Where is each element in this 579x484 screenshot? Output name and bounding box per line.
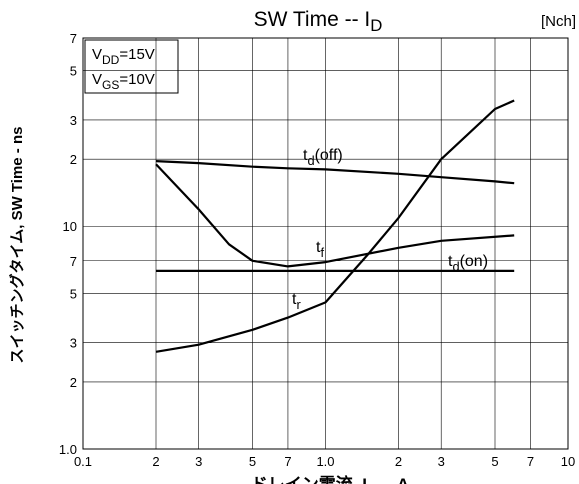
series-line <box>155 160 515 185</box>
x-tick-label: 5 <box>249 454 256 469</box>
y-tick-label: 5 <box>70 64 77 79</box>
series-label-rest: (on) <box>460 253 488 270</box>
condition-box <box>84 39 179 94</box>
y-tick-label: 10 <box>63 219 77 234</box>
x-axis-label-rest: -- A <box>377 475 409 484</box>
x-tick-label: 1.0 <box>316 454 334 469</box>
series-label: tf <box>316 239 324 260</box>
series-label-main: t <box>448 253 453 270</box>
series-label: td(off) <box>303 147 343 168</box>
series-label-sub: f <box>320 245 324 260</box>
y-tick-label: 3 <box>70 113 77 128</box>
series-label-sub: d <box>307 153 314 168</box>
condition-main: V <box>92 46 102 63</box>
chart-title-sub: D <box>370 16 382 35</box>
x-tick-label: 10 <box>561 454 575 469</box>
x-tick-label: 7 <box>284 454 291 469</box>
series-label-main: t <box>316 239 321 256</box>
series-label-main: t <box>292 291 297 308</box>
condition-rest: =15V <box>119 46 154 63</box>
y-tick-label: 2 <box>70 152 77 167</box>
y-axis-label: スイッチングタイム, SW Time - ns <box>8 127 26 364</box>
series-label-sub: d <box>452 259 459 274</box>
condition-main: V <box>92 71 102 88</box>
series-label-rest: (off) <box>315 147 343 164</box>
condition: VGS=10V <box>92 71 155 92</box>
series-label: td(on) <box>448 253 488 274</box>
chart-tag: [Nch] <box>541 13 576 30</box>
x-axis-label: ドレイン電流, ID -- A <box>251 474 409 484</box>
x-tick-label: 0.1 <box>74 454 92 469</box>
x-tick-label: 5 <box>491 454 498 469</box>
y-tick-label: 2 <box>70 375 77 390</box>
condition-sub: GS <box>102 78 119 92</box>
condition-rest: =10V <box>119 71 154 88</box>
x-tick-label: 7 <box>527 454 534 469</box>
y-tick-label: 1.0 <box>59 442 77 457</box>
x-tick-label: 3 <box>438 454 445 469</box>
series-line <box>155 163 515 268</box>
x-tick-label: 3 <box>195 454 202 469</box>
series-label-sub: r <box>296 297 301 312</box>
x-axis-label-main: ドレイン電流, I <box>251 474 367 484</box>
y-tick-label: 7 <box>70 254 77 269</box>
series-label-main: t <box>303 147 308 164</box>
series-label: tr <box>292 291 301 312</box>
condition-sub: DD <box>102 53 120 67</box>
chart-title: SW Time -- ID <box>254 8 383 35</box>
y-tick-label: 3 <box>70 336 77 351</box>
y-tick-label: 5 <box>70 286 77 301</box>
condition: VDD=15V <box>92 46 155 67</box>
series-line <box>155 99 515 353</box>
x-tick-label: 2 <box>395 454 402 469</box>
x-tick-label: 2 <box>152 454 159 469</box>
chart-title-main: SW Time -- I <box>254 8 371 31</box>
y-tick-label: 7 <box>70 31 77 46</box>
